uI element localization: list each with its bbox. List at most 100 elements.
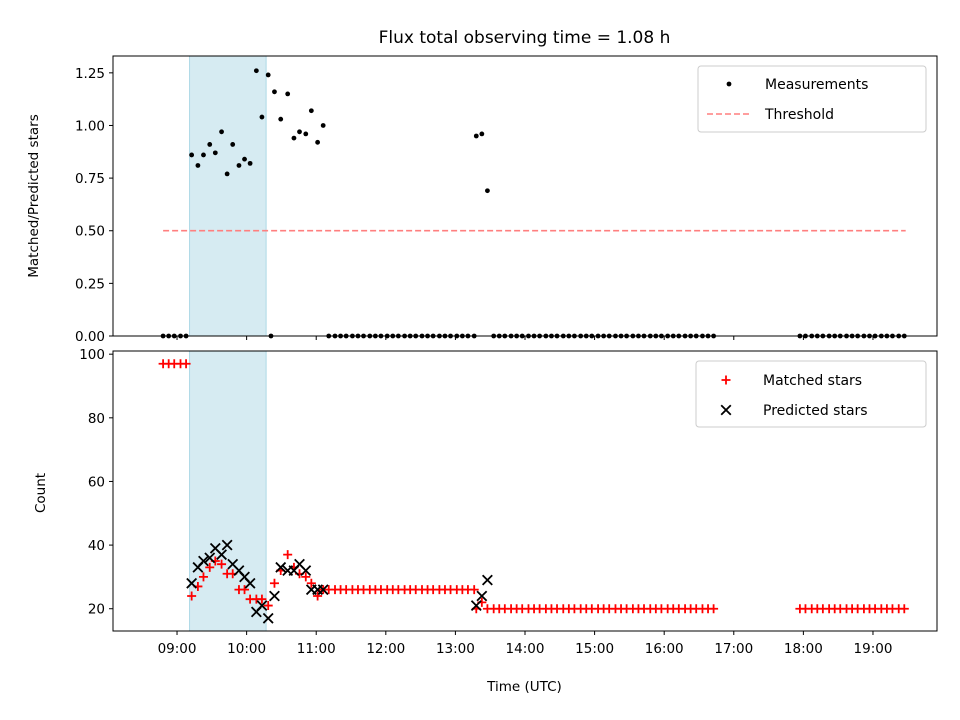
predicted-star-point [244, 577, 256, 589]
top-plot: 0.00 0.25 0.50 0.75 1.00 1.25 Measurements Thre… [75, 55, 938, 345]
measurement-point [303, 131, 309, 137]
predicted-star-point [216, 549, 228, 561]
predicted-star-point [262, 612, 274, 624]
chart-title: Flux total observing time = 1.08 h [379, 28, 671, 48]
matched-star-point [257, 594, 267, 604]
y-tick-label: 20 [88, 602, 105, 618]
predicted-star-point [186, 577, 198, 589]
measurement-point [285, 91, 291, 97]
y-tick-label: 60 [88, 474, 105, 490]
measurement-point [320, 123, 326, 128]
measurement-point [195, 163, 201, 168]
matched-star-point [301, 572, 311, 582]
matched-star-point [306, 578, 316, 588]
x-tick-label: 13:00 [436, 641, 475, 657]
y-tick-label: 100 [79, 347, 105, 363]
measurement-point [315, 139, 321, 145]
top-axes-frame [112, 55, 938, 337]
measurement-point [291, 135, 297, 141]
predicted-star-point [470, 600, 482, 611]
x-tick-label: 12:00 [366, 641, 405, 657]
measurement-point [308, 108, 314, 114]
predicted-star-point [275, 561, 287, 573]
bottom-legend: Matched stars Predicted stars [695, 360, 927, 428]
legend-box [695, 360, 927, 428]
predicted-star-point [221, 539, 233, 551]
x-tick-label: 10:00 [227, 641, 266, 657]
measurement-point [253, 68, 259, 74]
measurement-point [236, 163, 242, 168]
x-tick-label: 11:00 [297, 641, 336, 657]
measurement-point [207, 142, 213, 147]
matched-star-point [709, 604, 719, 614]
predicted-star-point [317, 584, 329, 596]
measurement-point [297, 129, 302, 135]
measurement-point [259, 114, 265, 120]
matched-star-point [240, 585, 250, 595]
x-tick-label: 18:00 [784, 641, 823, 657]
predicted-star-point [476, 590, 488, 602]
shaded-span [189, 55, 267, 337]
x-tick-label: 14:00 [506, 641, 545, 657]
legend-threshold-label: Threshold [764, 107, 834, 123]
predicted-star-point [269, 590, 280, 602]
measurement-point [212, 150, 218, 156]
bottom-plot: 20 40 60 80 100 09:00 10:00 11:00 12:00 13:00 14:0… [79, 347, 938, 657]
bottom-axes-frame [112, 350, 938, 632]
measurement-point [247, 160, 253, 166]
y-tick-label: 0.50 [75, 224, 105, 240]
y-tick-label: 1.00 [75, 118, 105, 134]
top-legend: Measurements Threshold [697, 65, 927, 133]
y-tick-label: 40 [88, 538, 105, 554]
legend-box [697, 65, 927, 133]
x-tick-label: 17:00 [714, 641, 753, 657]
matched-star-point [899, 604, 909, 614]
matched-star-point [283, 550, 293, 560]
measurement-point [272, 89, 277, 95]
shaded-span [189, 350, 267, 632]
measurement-point [485, 188, 490, 194]
measurement-point [278, 116, 284, 122]
measurement-point [473, 133, 479, 139]
matched-star-point [217, 559, 227, 569]
top-y-axis-label: Matched/Predicted stars [26, 114, 42, 277]
measurement-point [230, 142, 236, 147]
matched-star-point [263, 601, 273, 611]
measurement-point [224, 171, 230, 177]
measurement-point [265, 72, 271, 78]
bottom-y-axis-label: Count [33, 473, 49, 513]
y-tick-label: 1.25 [75, 66, 105, 82]
predicted-star-point [204, 552, 216, 564]
matched-star-point [269, 578, 279, 588]
measurement-point [242, 156, 247, 162]
legend-measurement-marker [726, 81, 732, 87]
matched-star-point [198, 572, 208, 582]
predicted-star-point [481, 574, 493, 586]
predicted-star-point [256, 600, 268, 611]
x-tick-label: 09:00 [158, 641, 197, 657]
measurement-point [219, 129, 224, 135]
matched-star-point [205, 562, 215, 572]
measurement-point [479, 131, 485, 137]
y-tick-label: 0.00 [75, 329, 105, 345]
legend-matched-label: Matched stars [763, 373, 862, 389]
matched-star-point [313, 591, 323, 601]
predicted-star-point [300, 565, 312, 576]
y-tick-label: 80 [88, 411, 105, 427]
legend-matched-marker [721, 375, 731, 385]
legend-predicted-label: Predicted stars [763, 403, 868, 419]
legend-measurements-label: Measurements [765, 77, 868, 93]
legend-predicted-marker [720, 404, 732, 416]
y-tick-label: 0.25 [75, 276, 105, 292]
x-axis-label: Time (UTC) [486, 679, 562, 695]
y-tick-label: 0.75 [75, 171, 105, 187]
x-tick-label: 19:00 [854, 641, 893, 657]
measurement-point [201, 152, 206, 158]
measurement-point [189, 152, 195, 158]
x-tick-label: 16:00 [645, 641, 684, 657]
matched-star-point [187, 591, 197, 601]
matched-star-point [181, 359, 191, 369]
x-tick-label: 15:00 [575, 641, 614, 657]
predicted-star-point [198, 555, 209, 567]
